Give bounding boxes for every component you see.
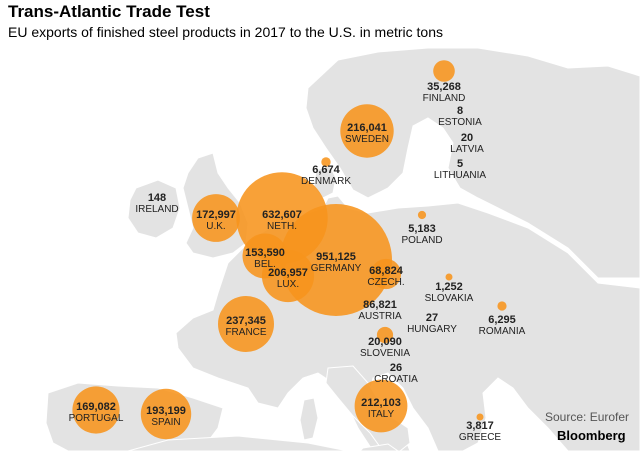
value-label-u-k: 172,997 <box>196 209 236 221</box>
country-label-austria: AUSTRIA <box>358 311 402 322</box>
value-label-germany: 951,125 <box>316 251 356 263</box>
country-label-slovenia: SLOVENIA <box>360 348 410 359</box>
country-label-germany: GERMANY <box>311 263 362 274</box>
value-label-greece: 3,817 <box>466 420 494 432</box>
country-label-portugal: PORTUGAL <box>69 413 124 424</box>
value-label-bel: 153,590 <box>245 247 285 259</box>
value-label-ireland: 148 <box>148 192 166 204</box>
value-label-poland: 5,183 <box>408 223 436 235</box>
country-label-lux: LUX. <box>277 279 299 290</box>
value-label-latvia: 20 <box>461 132 473 144</box>
bubble-finland <box>433 60 455 82</box>
value-label-slovakia: 1,252 <box>435 281 463 293</box>
country-label-latvia: LATVIA <box>450 144 484 155</box>
value-label-austria: 86,821 <box>363 299 397 311</box>
value-label-denmark: 6,674 <box>312 164 340 176</box>
bubble-sweden <box>340 104 394 158</box>
country-label-lithuania: LITHUANIA <box>434 170 487 181</box>
value-label-estonia: 8 <box>457 105 463 117</box>
value-label-finland: 35,268 <box>427 81 461 93</box>
country-label-poland: POLAND <box>401 235 442 246</box>
value-label-france: 237,345 <box>226 315 266 327</box>
bubble-slovenia <box>376 326 394 344</box>
bubble-spain <box>140 388 192 440</box>
country-label-finland: FINLAND <box>423 93 466 104</box>
country-label-estonia: ESTONIA <box>438 117 482 128</box>
value-label-croatia: 26 <box>390 362 402 374</box>
country-label-france: FRANCE <box>225 327 266 338</box>
map-area: 35,268 FINLAND 8 ESTONIA 20 LATVIA 5 LITHUANIA 2… <box>8 47 640 452</box>
country-label-neth: NETH. <box>267 221 297 232</box>
bubble-poland <box>417 210 427 220</box>
bubble-denmark <box>321 157 331 167</box>
country-label-sweden: SWEDEN <box>345 134 389 145</box>
value-label-hungary: 27 <box>426 312 438 324</box>
source-note: Source: Eurofer <box>545 410 630 424</box>
country-label-greece: GREECE <box>459 432 502 443</box>
land-ireland <box>127 179 181 239</box>
value-label-italy: 212,103 <box>361 397 401 409</box>
value-label-czech: 68,824 <box>369 265 404 277</box>
bubble-czech <box>370 258 402 290</box>
value-label-lux: 206,957 <box>268 267 308 279</box>
bubble-slovakia <box>445 273 453 281</box>
country-label-ireland: IRELAND <box>135 204 178 215</box>
bubble-bel <box>242 233 288 279</box>
value-label-neth: 632,607 <box>262 209 302 221</box>
country-label-croatia: CROATIA <box>374 374 418 385</box>
country-label-bel: BEL. <box>254 259 276 270</box>
country-label-denmark: DENMARK <box>301 176 351 187</box>
bubble-greece <box>476 413 484 421</box>
value-label-spain: 193,199 <box>146 405 186 417</box>
country-label-italy: ITALY <box>368 409 395 420</box>
country-label-slovakia: SLOVAKIA <box>425 293 474 304</box>
country-label-hungary: HUNGARY <box>407 324 457 335</box>
country-label-spain: SPAIN <box>151 417 180 428</box>
value-label-romania: 6,295 <box>488 314 516 326</box>
value-label-lithuania: 5 <box>457 158 463 170</box>
country-label-u-k: U.K. <box>206 221 225 232</box>
brand-logo: Bloomberg <box>557 428 626 443</box>
value-label-slovenia: 20,090 <box>368 336 402 348</box>
bubble-portugal <box>72 386 120 434</box>
country-label-czech: CZECH. <box>367 277 404 288</box>
bubble-romania <box>497 301 507 311</box>
bubble-u-k <box>192 194 240 242</box>
land-north <box>305 47 640 279</box>
country-label-romania: ROMANIA <box>479 326 526 337</box>
bubble-layer <box>72 60 507 440</box>
bubble-italy <box>354 379 408 433</box>
bubble-france <box>218 296 274 352</box>
value-label-portugal: 169,082 <box>76 401 116 413</box>
value-label-sweden: 216,041 <box>347 122 387 134</box>
chart-subtitle: EU exports of finished steel products in… <box>8 24 443 40</box>
chart-title: Trans-Atlantic Trade Test <box>8 2 210 21</box>
land-sardinia <box>299 397 319 441</box>
